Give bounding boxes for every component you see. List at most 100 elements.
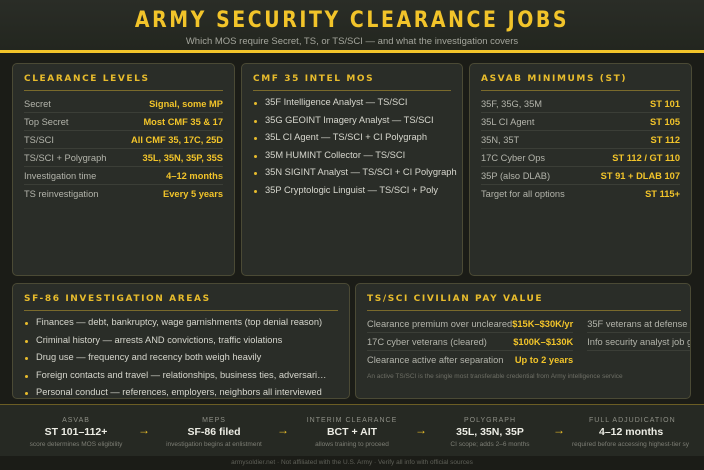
list-item: 35G GEOINT Imagery Analyst — TS/SCI (253, 112, 451, 130)
kv-value: ST 101 (650, 98, 680, 109)
list-item-text: Personal conduct — references, employers… (36, 387, 322, 398)
card-title: CMF 35 INTEL MOS (253, 74, 451, 91)
timeline-step-polygraph: POLYGRAPH 35L, 35N, 35P CI scope; adds 2… (431, 416, 549, 449)
kv-row: 35F, 35G, 35M ST 101 (481, 95, 680, 113)
kv-value: ST 115+ (645, 189, 680, 199)
kv-label: 35F veterans at defense c (587, 318, 691, 329)
step-label: POLYGRAPH (463, 417, 517, 424)
kv-value: $15K–$30K/yr (512, 318, 574, 329)
bullet-icon (25, 357, 28, 361)
bullet-icon (254, 137, 257, 141)
intel-mos-card: CMF 35 INTEL MOS 35F Intelligence Analys… (241, 63, 463, 276)
kv-label: 17C Cyber Ops (481, 152, 546, 163)
list-item-text: 35P Cryptologic Linguist — TS/SCI + Poly (265, 184, 439, 195)
kv-row: Investigation time 4–12 months (24, 167, 223, 185)
kv-value: ST 112 / GT 110 (612, 152, 680, 163)
clearance-levels-card: CLEARANCE LEVELS Secret Signal, some MP T… (12, 63, 235, 276)
kv-value: Signal, some MP (149, 98, 223, 109)
step-sub: score determines MOS eligibility (29, 441, 123, 448)
kv-label: 35F, 35G, 35M (481, 98, 542, 109)
step-label: INTERIM CLEARANCE (306, 417, 398, 424)
pay-primary-column: Clearance premium over uncleared $15K–$30… (367, 315, 574, 369)
card-title: CLEARANCE LEVELS (24, 74, 223, 91)
kv-row: Info security analyst job g (587, 333, 691, 351)
kv-row: 17C cyber veterans (cleared) $100K–$130K (367, 333, 574, 351)
step-value: ST 101–112+ (44, 426, 108, 438)
list-item: Criminal history — arrests AND convictio… (24, 332, 338, 350)
list-item: Finances — debt, bankruptcy, wage garnis… (24, 314, 338, 332)
bullet-icon (25, 322, 28, 325)
kv-row: Clearance active after separation Up to 2… (367, 351, 573, 369)
kv-row: TS/SCI + Polygraph 35L, 35N, 35P, 35S (24, 149, 223, 167)
bullet-icon (25, 339, 28, 343)
list-item-text: Drug use — frequency and recency both we… (36, 352, 262, 363)
list-item: 35M HUMINT Collector — TS/SCI (253, 147, 451, 165)
kv-value: ST 112 (650, 134, 680, 145)
kv-row: 35N, 35T ST 112 (481, 131, 680, 149)
kv-label: Info security analyst job g (587, 336, 691, 347)
list-item-text: 35M HUMINT Collector — TS/SCI (265, 149, 406, 160)
kv-value: ST 105 (650, 116, 680, 127)
kv-row: Top Secret Most CMF 35 & 17 (24, 113, 223, 131)
kv-label: 35L CI Agent (481, 116, 535, 127)
arrow-right-icon: → (138, 423, 150, 437)
timeline-step-interim: INTERIM CLEARANCE BCT + AIT allows train… (293, 416, 411, 449)
timeline-step-asvab: ASVAB ST 101–112+ score determines MOS e… (17, 416, 135, 449)
pay-value-card: TS/SCI CIVILIAN PAY VALUE Clearance prem… (355, 283, 691, 399)
step-sub: required before accessing highest-tier s… (572, 441, 690, 448)
kv-label: Clearance active after separation (367, 355, 504, 365)
asvab-minimums-card: ASVAB MINIMUMS (ST) 35F, 35G, 35M ST 101 … (469, 63, 692, 276)
list-item-text: 35G GEOINT Imagery Analyst — TS/SCI (265, 114, 434, 125)
kv-row: 35L CI Agent ST 105 (481, 113, 680, 131)
step-value: 35L, 35N, 35P (456, 426, 524, 438)
kv-label: 17C cyber veterans (cleared) (367, 336, 487, 347)
step-label: MEPS (202, 417, 226, 424)
footer-disclaimer: armysoldier.net · Not affiliated with th… (231, 459, 473, 466)
timeline-step-adjudication: FULL ADJUDICATION 4–12 months required b… (568, 416, 704, 449)
step-sub: CI scope; adds 2–6 months (450, 441, 530, 448)
card-title: TS/SCI CIVILIAN PAY VALUE (367, 294, 681, 311)
list-item-text: Criminal history — arrests AND convictio… (36, 334, 283, 345)
kv-value: All CMF 35, 17C, 25D (131, 134, 223, 145)
list-item-text: 35N SIGINT Analyst — TS/SCI + CI Polygra… (265, 167, 457, 178)
list-item: 35F Intelligence Analyst — TS/SCI (253, 94, 451, 112)
bullet-icon (25, 392, 28, 396)
arrow-right-icon: → (553, 423, 565, 437)
bullet-icon (25, 374, 28, 378)
pay-secondary-column: 35F veterans at defense c Info security … (587, 315, 691, 369)
kv-row: TS/SCI All CMF 35, 17C, 25D (24, 131, 223, 149)
kv-row: Target for all options ST 115+ (481, 185, 680, 203)
list-item-text: Foreign contacts and travel — relationsh… (36, 369, 327, 380)
kv-label: TS/SCI (24, 134, 54, 145)
kv-label: Investigation time (24, 170, 97, 181)
page-header: ARMY SECURITY CLEARANCE JOBS Which MOS r… (0, 0, 704, 53)
page-title: ARMY SECURITY CLEARANCE JOBS (134, 8, 570, 33)
card-title: ASVAB MINIMUMS (ST) (481, 74, 680, 91)
kv-value: Up to 2 years (514, 355, 574, 365)
step-value: 4–12 months (599, 426, 664, 438)
kv-row: 35P (also DLAB) ST 91 + DLAB 107 (481, 167, 680, 185)
page-subtitle: Which MOS require Secret, TS, or TS/SCI … (185, 36, 519, 47)
kv-label: TS/SCI + Polygraph (24, 152, 107, 163)
list-item-text: Finances — debt, bankruptcy, wage garnis… (36, 317, 323, 327)
list-item: 35L CI Agent — TS/SCI + CI Polygraph (253, 129, 451, 147)
card-title: SF-86 INVESTIGATION AREAS (24, 294, 338, 311)
arrow-right-icon: → (277, 423, 289, 437)
step-sub: allows training to proceed (315, 441, 389, 448)
arrow-right-icon: → (415, 423, 427, 437)
bullet-icon (254, 189, 257, 193)
kv-label: 35P (also DLAB) (481, 170, 551, 181)
bullet-icon (254, 172, 257, 176)
step-label: FULL ADJUDICATION (589, 417, 676, 424)
list-item: Drug use — frequency and recency both we… (24, 349, 338, 367)
bullet-icon (254, 119, 257, 123)
list-item: 35P Cryptologic Linguist — TS/SCI + Poly (253, 182, 451, 200)
kv-label: TS reinvestigation (24, 189, 99, 199)
step-sub: investigation begins at enlistment (166, 441, 262, 448)
list-item: 35N SIGINT Analyst — TS/SCI + CI Polygra… (253, 164, 457, 182)
list-item-text: 35F Intelligence Analyst — TS/SCI (265, 97, 408, 107)
step-value: SF-86 filed (187, 426, 241, 438)
kv-row: 17C Cyber Ops ST 112 / GT 110 (481, 149, 680, 167)
kv-value: ST 91 + DLAB 107 (600, 170, 680, 181)
timeline-step-meps: MEPS SF-86 filed investigation begins at… (155, 416, 273, 449)
